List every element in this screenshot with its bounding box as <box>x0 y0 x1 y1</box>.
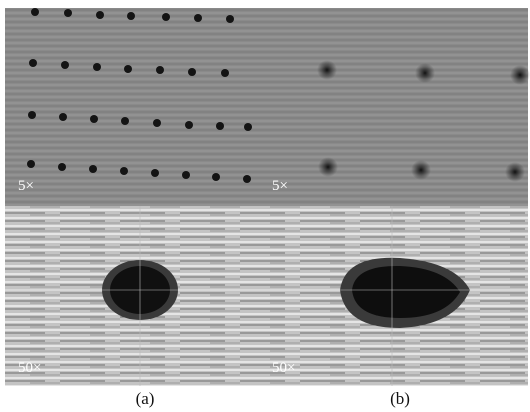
micrograph: 5× <box>258 8 530 206</box>
panel-caption: (b) <box>390 389 410 408</box>
micrograph: 50× <box>258 206 528 386</box>
panel-caption: (a) <box>136 389 155 408</box>
magnification-label: 50× <box>272 360 295 376</box>
magnification-label: 5× <box>18 178 34 194</box>
micrograph: 5× <box>5 8 258 206</box>
magnification-label: 5× <box>272 178 288 194</box>
micrograph: 50× <box>5 206 258 386</box>
magnification-label: 50× <box>18 360 41 376</box>
